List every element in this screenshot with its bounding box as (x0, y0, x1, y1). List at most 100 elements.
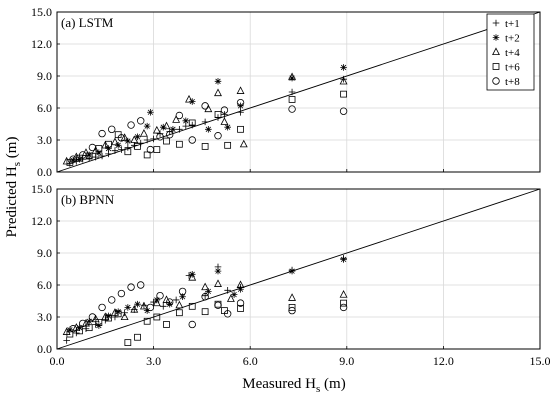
data-point (288, 72, 297, 81)
data-point (139, 301, 148, 310)
data-point (63, 337, 70, 344)
x-tick-label: 0.0 (50, 354, 65, 368)
data-point (153, 313, 161, 321)
data-point (98, 129, 106, 138)
data-point (188, 302, 196, 310)
x-tick-label: 15.0 (530, 354, 550, 368)
data-point (201, 293, 209, 301)
data-point (182, 117, 190, 125)
y-tick-label: 3.0 (37, 133, 52, 147)
data-point (105, 140, 112, 148)
data-point (124, 339, 132, 346)
data-point (340, 64, 347, 71)
data-point (214, 279, 222, 287)
data-point (162, 121, 171, 130)
data-point (105, 314, 112, 322)
data-point (188, 119, 196, 127)
series-t+8 (69, 281, 348, 333)
legend-marker (492, 34, 500, 41)
data-point (165, 298, 174, 306)
data-point (185, 94, 193, 103)
y-tick-label: 6.0 (37, 101, 52, 115)
data-point (114, 142, 122, 149)
data-point (85, 317, 93, 325)
data-point (146, 145, 155, 154)
data-point (118, 146, 125, 153)
data-point (224, 287, 231, 294)
data-point (214, 111, 222, 118)
data-point (236, 280, 245, 289)
data-point (108, 125, 116, 134)
data-point (224, 141, 232, 149)
data-point (201, 118, 209, 126)
data-point (166, 300, 173, 308)
data-point (205, 288, 212, 295)
data-point (288, 267, 296, 275)
data-point (152, 298, 161, 307)
data-point (188, 320, 196, 329)
data-point (88, 313, 97, 321)
data-point (163, 321, 170, 328)
data-point (124, 137, 132, 145)
plot-frame (56, 11, 541, 173)
data-point (220, 117, 229, 125)
y-tick-label: 3.0 (37, 310, 52, 324)
data-point (69, 325, 77, 333)
data-point (101, 140, 110, 149)
data-point (117, 289, 126, 298)
data-point (339, 303, 348, 312)
y-tick-label: 0.0 (37, 342, 52, 356)
y-tick-label: 15.0 (31, 5, 52, 19)
y-tick-label: 12.0 (31, 37, 52, 51)
data-point (201, 102, 209, 110)
data-point (223, 310, 232, 318)
data-point (98, 152, 106, 160)
data-point (143, 317, 151, 325)
data-point (143, 151, 151, 159)
data-point (339, 76, 348, 85)
data-point (95, 318, 103, 326)
data-point (130, 304, 139, 313)
panel-lstm: 0.0 3.0 6.0 9.0 12.0 15.0 (a) LSTM (31, 5, 541, 179)
x-tick-label: 6.0 (243, 354, 258, 368)
data-point (134, 300, 141, 308)
data-point (156, 291, 164, 300)
data-point (98, 303, 106, 312)
data-point (134, 333, 141, 341)
data-point (288, 88, 296, 96)
legend-label: t+4 (505, 47, 520, 59)
data-point (127, 121, 135, 129)
data-point (201, 143, 209, 150)
data-point (288, 74, 296, 82)
data-point (134, 133, 141, 141)
data-point (288, 293, 297, 301)
data-point (111, 137, 119, 146)
legend-marker (492, 19, 500, 27)
x-axis-label: Measured Hs (m) (242, 376, 345, 395)
data-point (79, 319, 87, 328)
data-point (159, 303, 167, 310)
data-point (214, 132, 222, 140)
data-point (146, 303, 155, 312)
data-point (76, 327, 83, 335)
data-point (220, 106, 229, 114)
legend-marker (492, 63, 500, 70)
data-point (179, 293, 186, 301)
data-point (143, 136, 151, 144)
series-t+1 (63, 255, 347, 344)
data-point (88, 143, 97, 152)
series-t+6 (66, 299, 347, 346)
data-point (175, 309, 183, 317)
data-point (150, 135, 157, 143)
y-tick-label: 9.0 (37, 69, 52, 83)
legend-marker (492, 77, 500, 85)
data-point (201, 282, 210, 291)
data-point (288, 304, 296, 311)
data-point (178, 287, 187, 296)
data-point (69, 155, 77, 163)
data-point (340, 90, 347, 98)
reference-line (56, 11, 541, 173)
data-point (137, 117, 145, 125)
data-point (226, 294, 235, 302)
